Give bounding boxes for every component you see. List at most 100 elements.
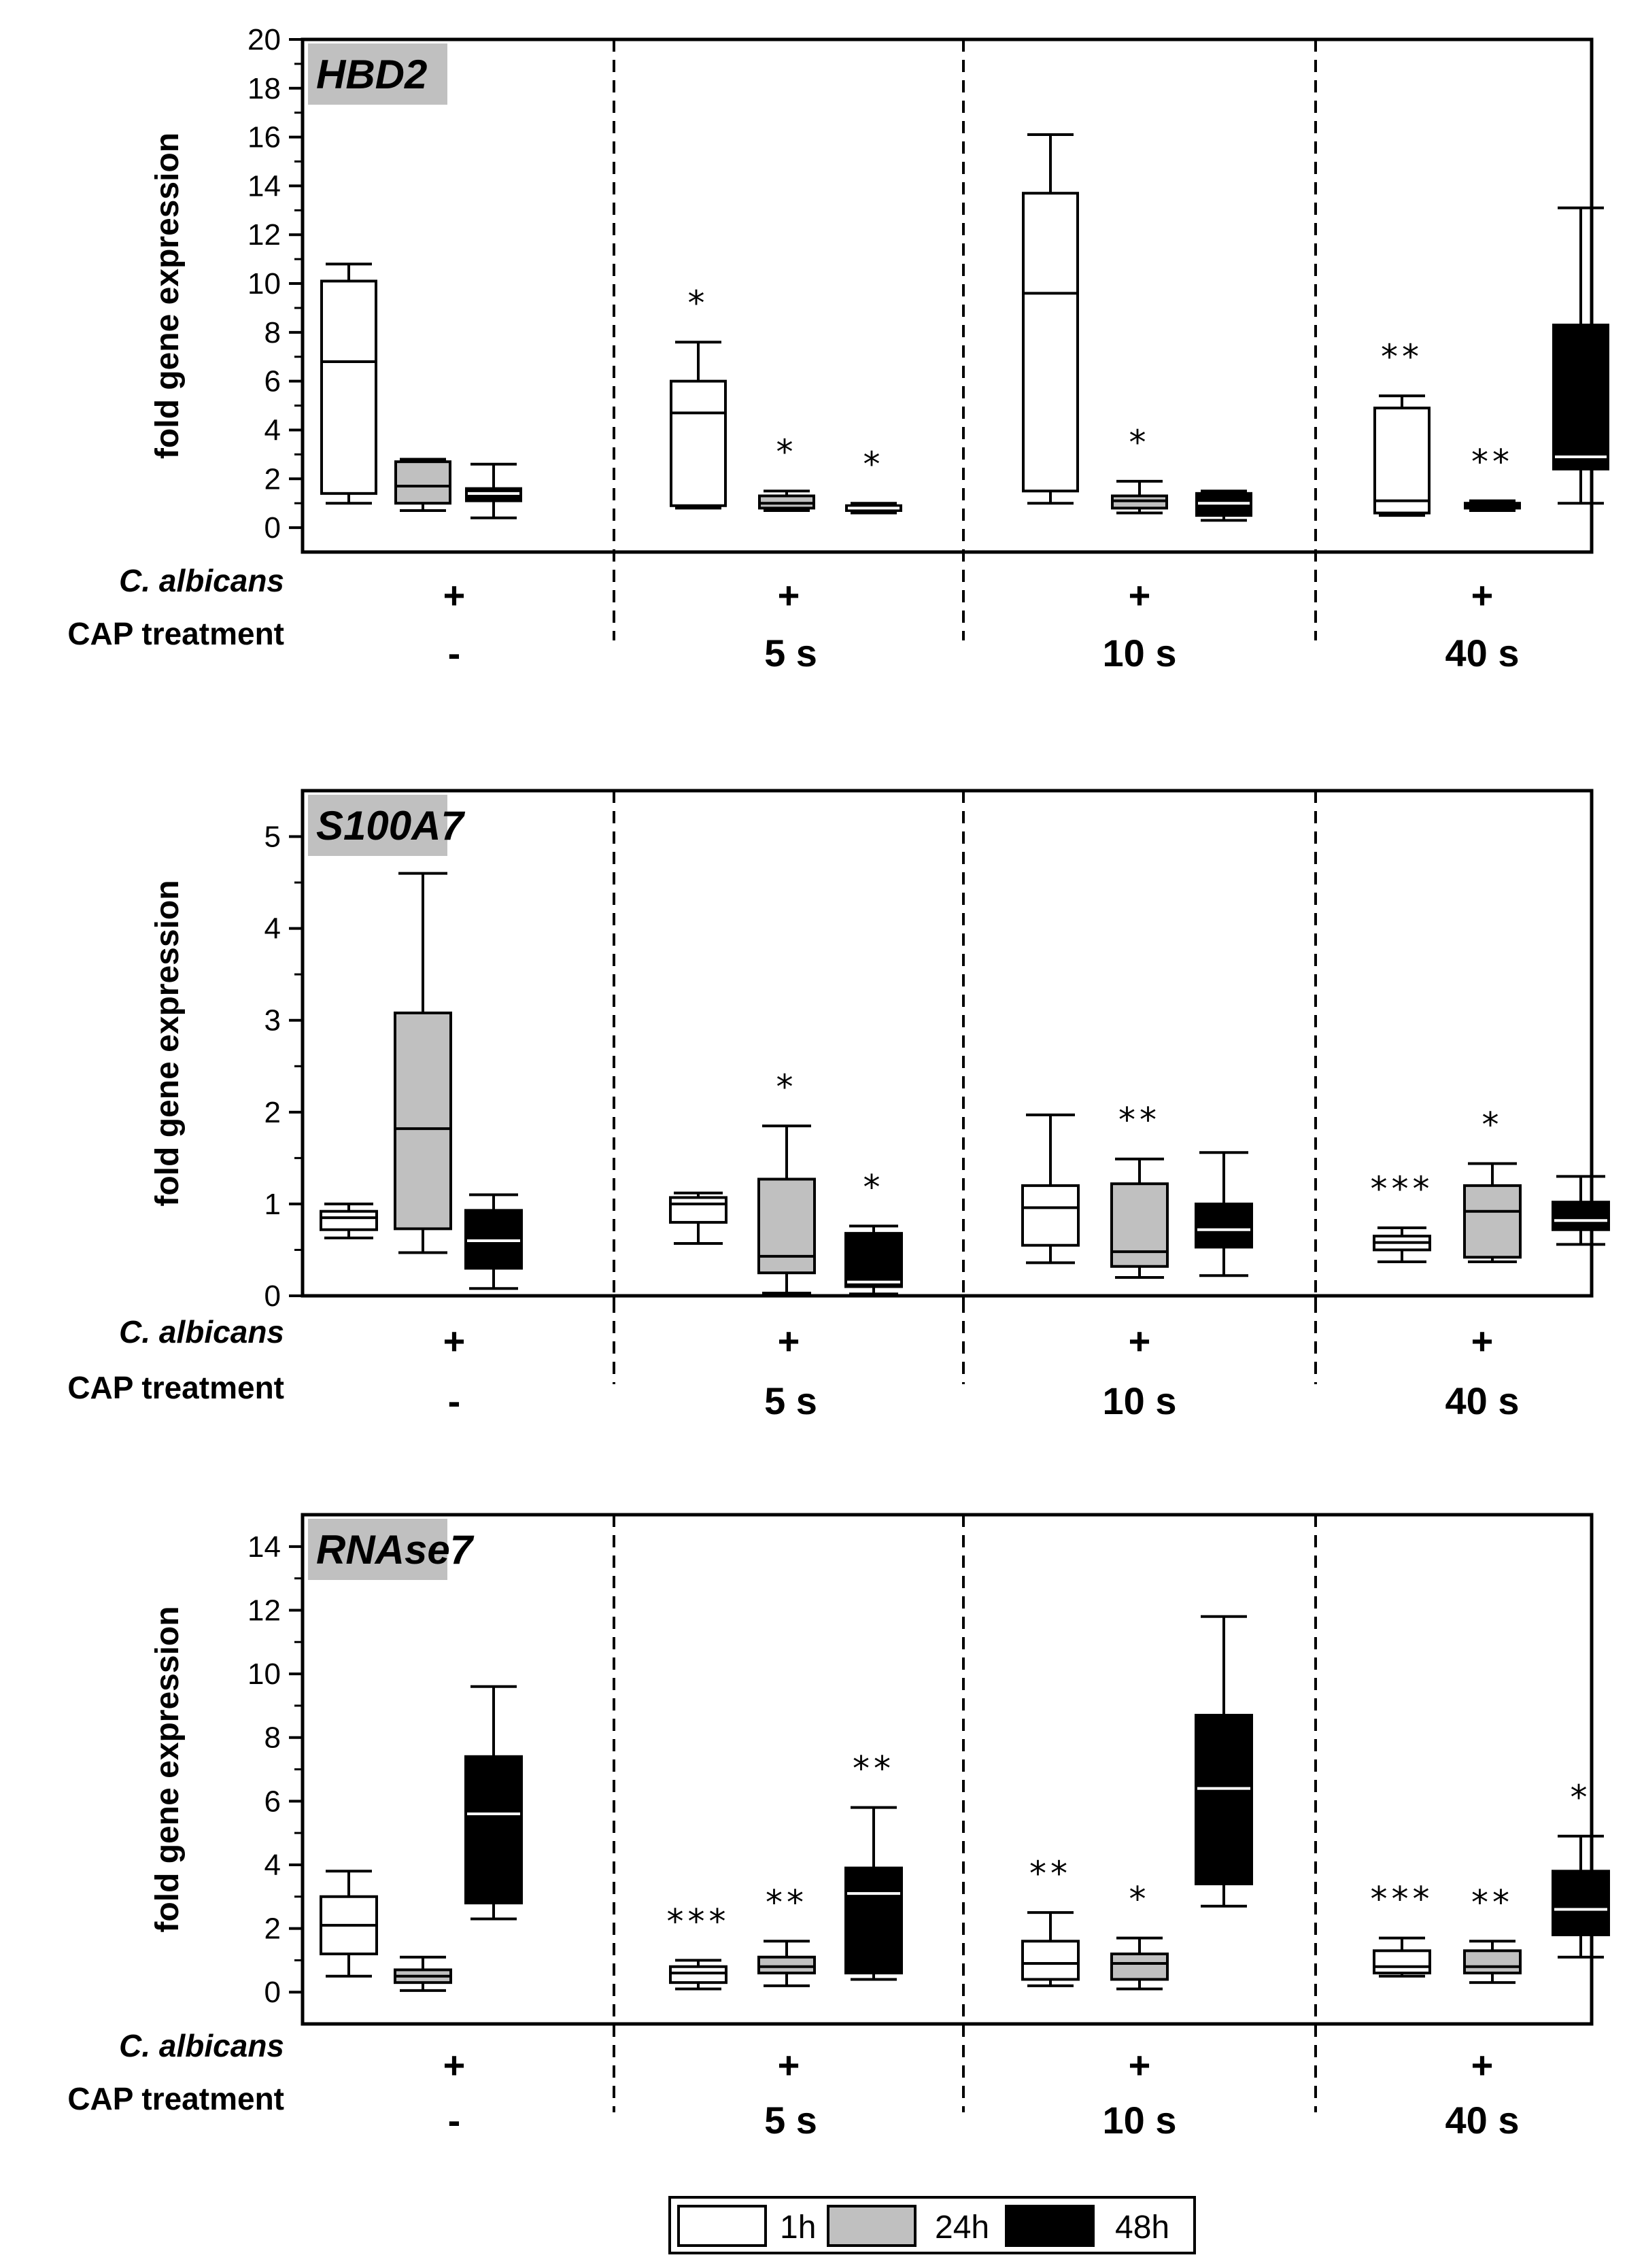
legend-swatch xyxy=(827,2205,917,2247)
box-24h: * xyxy=(1111,423,1168,515)
organism-sign: + xyxy=(778,2044,800,2086)
treatment-label: 5 s xyxy=(764,2099,817,2142)
treatment-label: 5 s xyxy=(764,632,817,674)
box-48h xyxy=(1552,206,1609,505)
y-tick-label: 3 xyxy=(264,1004,281,1037)
legend-item-48h: 48h xyxy=(1005,2205,1169,2247)
iqr-box xyxy=(394,1011,452,1231)
treatment-row-label: CAP treatment xyxy=(67,1370,284,1405)
treatment-label: 40 s xyxy=(1445,2099,1520,2142)
y-axis-label: fold gene expression xyxy=(150,1606,186,1932)
iqr-box xyxy=(1552,1201,1610,1231)
y-tick-label: 0 xyxy=(264,1279,281,1313)
treatment-label: 40 s xyxy=(1445,632,1520,674)
box-24h: ** xyxy=(1110,1101,1169,1279)
iqr-box xyxy=(757,1955,816,1975)
box-1h xyxy=(320,1870,378,1978)
y-axis-label: fold gene expression xyxy=(150,133,186,459)
box-1h: * xyxy=(670,284,727,510)
box-24h: ** xyxy=(1464,443,1521,512)
legend: 1h 24h 48h xyxy=(668,2196,1196,2254)
iqr-box xyxy=(394,460,451,505)
significance-marker: ** xyxy=(766,1883,808,1922)
treatment-label: - xyxy=(448,632,461,674)
y-tick-label: 16 xyxy=(247,121,281,154)
organism-sign: + xyxy=(1129,2044,1151,2086)
treatment-label: 40 s xyxy=(1445,1379,1520,1422)
box-1h xyxy=(320,262,377,505)
iqr-box xyxy=(1552,324,1609,470)
box-1h xyxy=(1021,1113,1080,1265)
treatment-row-label: CAP treatment xyxy=(67,616,284,651)
iqr-box xyxy=(1021,1940,1080,1981)
y-tick-label: 5 xyxy=(264,821,281,854)
organism-sign: + xyxy=(1129,1320,1151,1362)
box-48h xyxy=(1195,1151,1253,1277)
legend-label: 24h xyxy=(935,2210,989,2246)
y-tick-label: 14 xyxy=(247,169,281,203)
iqr-box xyxy=(464,1755,523,1905)
panel-s100a7: S100A7 0 1 2 3 4 5 fold gene expression C. albic… xyxy=(67,789,1610,1422)
organism-sign: + xyxy=(778,574,800,617)
y-tick-label: 2 xyxy=(264,1096,281,1129)
y-tick-label: 12 xyxy=(247,218,281,252)
y-tick-label: 6 xyxy=(264,365,281,398)
iqr-box xyxy=(1373,1949,1431,1975)
iqr-box xyxy=(1110,1182,1169,1268)
iqr-box xyxy=(757,1178,816,1275)
iqr-box xyxy=(844,1866,903,1975)
plot-frame xyxy=(301,789,1594,1298)
organism-sign: + xyxy=(443,574,466,617)
significance-marker: ** xyxy=(1118,1101,1161,1140)
iqr-box xyxy=(1195,1202,1253,1249)
iqr-box xyxy=(669,1196,727,1224)
box-1h xyxy=(320,1202,378,1239)
iqr-box xyxy=(320,1209,378,1231)
iqr-box xyxy=(464,1209,523,1270)
legend-swatch xyxy=(677,2205,767,2247)
legend-item-24h: 24h xyxy=(827,2205,989,2247)
organism-row-label: C. albicans xyxy=(119,1314,284,1350)
iqr-box xyxy=(1021,1184,1080,1247)
y-tick-label: 18 xyxy=(247,72,281,105)
box-1h: *** xyxy=(1371,1169,1431,1264)
legend-item-1h: 1h xyxy=(677,2205,816,2247)
organism-sign: + xyxy=(1471,1320,1494,1362)
organism-sign: + xyxy=(1471,2044,1494,2086)
y-tick-label: 10 xyxy=(247,1657,281,1691)
significance-marker: *** xyxy=(1371,1880,1434,1919)
box-48h: * xyxy=(1552,1778,1610,1959)
legend-label: 48h xyxy=(1115,2210,1169,2246)
y-tick-label: 4 xyxy=(264,413,281,447)
box-48h: ** xyxy=(844,1749,903,1981)
iqr-box xyxy=(670,379,727,507)
y-tick-label: 8 xyxy=(264,1721,281,1755)
box-1h: *** xyxy=(667,1902,730,1991)
significance-marker: * xyxy=(863,1167,885,1207)
iqr-box xyxy=(1373,407,1431,515)
y-tick-label: 2 xyxy=(264,462,281,496)
significance-marker: ** xyxy=(1471,1883,1513,1922)
treatment-label: - xyxy=(448,1379,461,1422)
significance-marker: * xyxy=(1129,423,1150,462)
box-48h xyxy=(464,1685,523,1921)
significance-marker: * xyxy=(1129,1880,1150,1919)
plot-frame xyxy=(301,37,1594,554)
gene-label: RNAse7 xyxy=(316,1527,475,1573)
box-24h xyxy=(394,1955,452,1992)
box-24h: * xyxy=(757,1067,816,1294)
y-tick-label: 20 xyxy=(247,23,281,56)
treatment-label: 5 s xyxy=(764,1379,817,1422)
box-1h: ** xyxy=(1373,337,1431,517)
panel-hbd2: HBD2 0 2 4 6 8 10 12 14 16 18 20 fold gene expressio… xyxy=(67,23,1609,674)
box-24h xyxy=(394,872,452,1254)
significance-marker: *** xyxy=(667,1902,730,1941)
significance-marker: ** xyxy=(853,1749,895,1789)
y-tick-label: 1 xyxy=(264,1188,281,1221)
iqr-box xyxy=(1195,1713,1253,1886)
significance-marker: * xyxy=(776,432,798,472)
y-tick-label: 2 xyxy=(264,1912,281,1946)
treatment-label: 10 s xyxy=(1103,2099,1177,2142)
iqr-box xyxy=(1552,1870,1610,1936)
